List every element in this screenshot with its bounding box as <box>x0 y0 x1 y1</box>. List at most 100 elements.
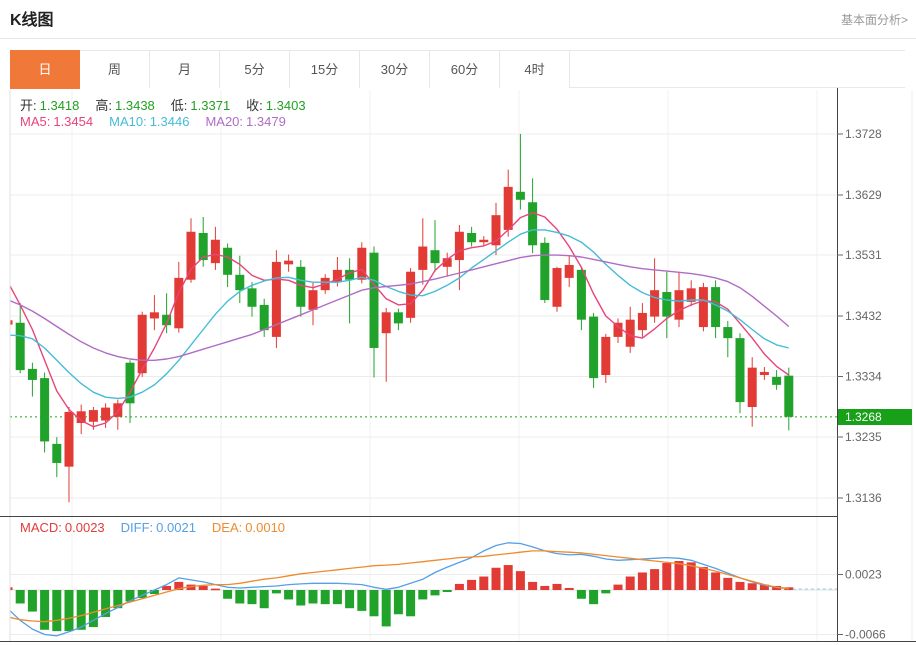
macd-bar <box>552 583 562 590</box>
candle <box>137 314 147 374</box>
ohlc-row-item: 低: 1.3371 <box>171 98 230 113</box>
candle <box>467 232 477 243</box>
macd-bar <box>149 590 159 595</box>
legend-value: 1.3418 <box>39 98 80 113</box>
candle <box>759 371 769 376</box>
macd-bar <box>64 590 74 632</box>
macd-layer <box>10 542 837 637</box>
tab-5min[interactable]: 5分 <box>220 51 290 88</box>
macd-bar <box>711 572 721 590</box>
tab-label: 周 <box>107 62 121 77</box>
macd-bar <box>88 590 98 628</box>
legend-label: 开: <box>20 98 37 113</box>
legend-label: MACD: <box>20 520 62 535</box>
candle <box>723 327 733 339</box>
macd-row-item: MACD: 0.0023 <box>20 520 105 535</box>
fundamental-analysis-link[interactable]: 基本面分析> <box>840 13 908 27</box>
price-axis-label: 1.3432 <box>845 309 882 323</box>
tab-4hour[interactable]: 4时 <box>500 51 570 88</box>
candle <box>381 312 391 334</box>
price-axis-label: 1.3531 <box>845 248 882 262</box>
candle <box>662 292 672 317</box>
ohlc-row-item: 开: 1.3418 <box>20 98 79 113</box>
macd-bar <box>101 590 111 617</box>
tab-label: 日 <box>38 62 52 77</box>
legend-value: 1.3438 <box>115 98 155 113</box>
macd-bar <box>698 567 708 590</box>
legend-label: 收: <box>246 98 263 113</box>
candles-layer <box>10 134 794 503</box>
macd-bar <box>308 590 318 604</box>
candle <box>528 202 538 246</box>
price-axis-label: 1.3235 <box>845 430 882 444</box>
legend-label: DEA: <box>211 520 243 535</box>
macd-bar <box>442 590 452 593</box>
candle <box>10 320 13 325</box>
tab-week[interactable]: 周 <box>80 51 150 88</box>
legend-label: 高: <box>95 98 113 113</box>
ma20-line <box>10 254 790 361</box>
macd-bar <box>406 590 416 617</box>
candle <box>186 231 196 280</box>
candle <box>357 247 367 280</box>
candle <box>162 314 172 326</box>
candle <box>589 316 599 379</box>
price-axis-label: 1.3334 <box>845 369 882 383</box>
macd-bar <box>454 583 464 590</box>
tab-15min[interactable]: 15分 <box>290 51 360 88</box>
candle <box>784 375 794 417</box>
macd-bar <box>686 562 696 590</box>
macd-bar <box>503 565 513 590</box>
tab-30min[interactable]: 30分 <box>360 51 430 88</box>
page-title: K线图 <box>10 12 54 29</box>
macd-bar <box>589 590 599 605</box>
candle <box>174 277 184 329</box>
candle <box>235 274 245 291</box>
legend-value: 1.3454 <box>53 114 94 129</box>
macd-bar <box>40 590 50 630</box>
legend-label: DIFF: <box>120 520 154 535</box>
legend-value: 1.3446 <box>149 114 190 129</box>
kline-chart[interactable]: 1.3728 1.3629 1.3531 1.3432 1.3334 1.3235 1.31… <box>0 88 916 645</box>
candle <box>308 290 318 310</box>
candle <box>27 368 37 380</box>
macd-bar <box>528 581 538 590</box>
macd-bar <box>369 590 379 617</box>
macd-axis-label: 0.0023 <box>845 567 882 581</box>
macd-legend: MACD: 0.0023 DIFF: 0.0021 DEA: 0.0010 <box>20 520 301 535</box>
macd-bar <box>27 590 37 612</box>
macd-bar <box>637 572 647 590</box>
tab-label: 月 <box>177 62 191 77</box>
macd-bar <box>332 590 342 605</box>
macd-bar <box>564 587 574 590</box>
ma-lines-layer <box>10 211 790 428</box>
candle <box>101 407 111 421</box>
tab-label: 15分 <box>310 62 339 77</box>
macd-bar <box>747 583 757 590</box>
ohlc-row-item: 收: 1.3403 <box>246 98 305 113</box>
candle <box>625 319 635 347</box>
macd-bar <box>515 571 525 590</box>
legend-value: 0.0010 <box>245 520 286 535</box>
tab-60min[interactable]: 60分 <box>430 51 500 88</box>
candle <box>576 269 586 320</box>
ma-row-item: MA5: 1.3454 <box>20 114 93 129</box>
candle <box>15 322 25 371</box>
candle <box>125 362 135 404</box>
macd-bar <box>381 590 391 627</box>
ohlc-row-item: 高: 1.3438 <box>95 98 154 113</box>
macd-bar <box>723 577 733 590</box>
candle <box>418 246 428 270</box>
legend-value: 1.3403 <box>265 98 306 113</box>
macd-bar <box>186 584 196 590</box>
candle <box>711 287 721 328</box>
macd-bar <box>10 587 13 590</box>
candle <box>515 191 525 200</box>
tab-label: 60分 <box>450 62 479 77</box>
tab-day[interactable]: 日 <box>10 50 80 89</box>
macd-bar <box>296 590 306 606</box>
period-tab-bar: 日 周 月 5分 15分 30分 60分 4时 <box>10 50 905 89</box>
tab-month[interactable]: 月 <box>150 51 220 88</box>
candle <box>503 186 513 230</box>
diff-line <box>10 542 789 637</box>
